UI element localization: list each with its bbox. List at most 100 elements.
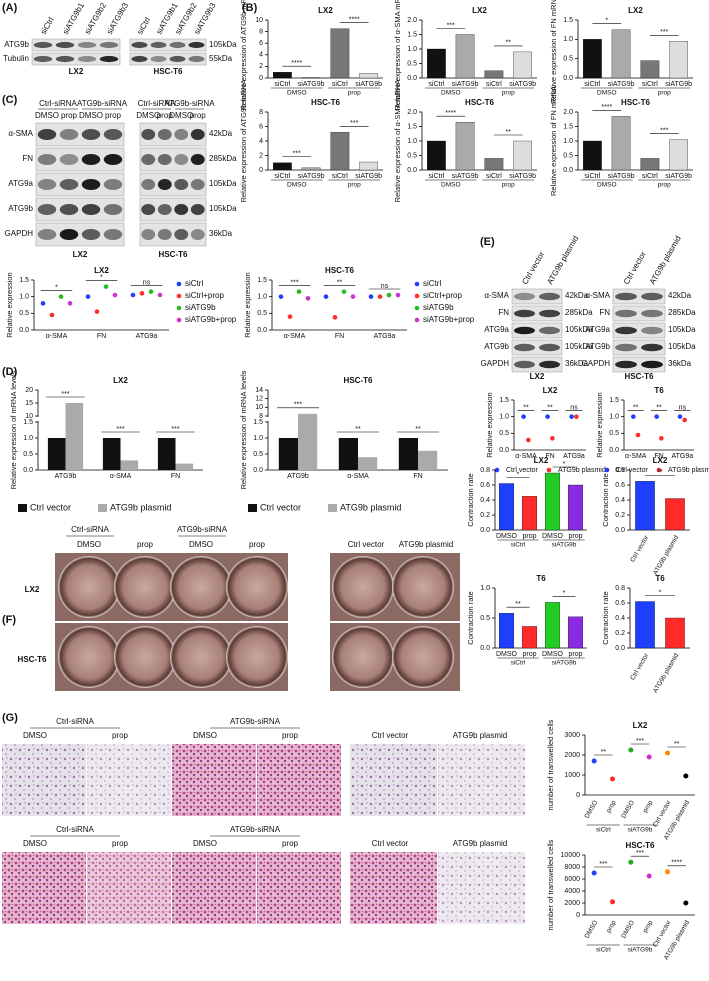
sig-label: ** [674,741,680,748]
blot-row [31,52,121,66]
blot-band [103,179,123,190]
blot-band [539,309,560,318]
blot-band [33,55,53,63]
blot-band [174,179,189,190]
sig-label: **** [445,110,456,117]
sig-label: ** [506,40,512,47]
panel-letter: (B) [242,2,258,14]
group-label: siATG9b [628,827,653,834]
x-tick-label: siCtrl [332,173,348,180]
size-label: 105kDa [209,40,237,49]
sig-label: *** [636,738,644,745]
blot-band [188,55,205,63]
micrograph [350,744,437,816]
dot [574,414,579,419]
micrograph [87,852,171,924]
y-tick-label: 2.0 [563,109,573,116]
blot-band [55,41,75,49]
sig-label: ** [506,129,512,136]
blot-band [103,229,123,240]
blot-row [139,122,207,147]
y-tick-label: 0.5 [563,152,573,159]
cell-label: HSC-T6 [154,67,183,76]
dot [130,292,136,298]
treat-label: prop [105,111,122,120]
well [170,626,232,688]
cell-label: LX2 [530,372,545,381]
chart-title: LX2 [94,266,109,275]
row-label: α-SMA [8,129,33,138]
y-tick-label: 0.4 [480,497,490,504]
sig-label: ns [143,280,151,287]
y-tick-label: 0.0 [257,327,267,334]
blot-band [141,229,156,240]
x-tick-label: ATG9b plasmid [652,652,680,694]
y-tick-label: 2 [259,63,263,70]
y-axis-label: Relative expression of FN mRNA [549,0,558,104]
chart-title: LX2 [472,6,487,15]
dot [646,873,652,879]
blot-band [77,41,97,49]
blot-band [190,204,205,215]
legend-label: siATG9b+prop [185,315,237,324]
legend-swatch [98,504,107,512]
bar [358,457,378,470]
y-tick-label: 0.5 [19,310,29,317]
dot [569,414,574,419]
sig-label: * [605,18,608,25]
group-label: prop [502,182,515,189]
micrograph [438,744,525,816]
treat-label: DMSO [169,111,193,120]
y-axis-label: Relative expression of α-SMA mRNA [393,0,402,110]
x-tick-label: prop [642,799,655,814]
x-tick-label: siCtrl [486,173,502,180]
chart-title: HSC-T6 [621,98,650,107]
group-label: siCtrl [511,660,526,667]
blot-band [641,360,663,369]
y-tick-label: 10 [255,17,263,24]
sig-label: ** [415,426,421,433]
sig-label: *** [636,850,644,857]
sig-label: *** [660,127,668,134]
treat-label: DMSO [79,111,103,120]
group-label: prop [502,90,515,97]
lane-label: Ctrl vector [348,540,385,549]
blot-band [59,154,79,165]
x-tick-label: prop [642,919,655,934]
lane-label: ATG9b plasmid [399,540,454,549]
x-tick-label: FN [545,453,554,460]
legend-label: siCtrl+prop [423,291,462,300]
blot-band [157,229,172,240]
dot [94,309,100,314]
y-tick-label: 10 [25,413,33,420]
dot [350,294,356,299]
chart-title: LX2 [318,6,333,15]
chart-title: LX2 [628,6,643,15]
bar [498,483,515,531]
blot-band [59,129,79,140]
panel-letter: (E) [480,236,495,248]
blot-band [615,326,637,335]
well [332,626,394,688]
row-label: ATG9a [585,325,610,334]
bar [484,70,504,79]
y-tick-label: 0.6 [480,482,490,489]
row-label: GAPDH [481,359,510,368]
blot-band [37,204,57,215]
bar [427,140,446,171]
y-tick-label: 1.0 [19,294,29,301]
y-tick-label: 0.0 [563,75,573,82]
blot-row [129,52,207,66]
sig-label: ** [355,426,361,433]
dot [296,289,302,294]
group-label: prop [658,90,671,97]
blot-band [188,41,205,49]
panel-letter: (D) [2,366,18,378]
blot-row [511,305,563,322]
blot-band [514,360,535,369]
y-tick-label: 0.0 [407,167,417,174]
bar [359,73,378,79]
blot-band [514,326,535,335]
bar [47,438,66,470]
well [114,556,176,618]
